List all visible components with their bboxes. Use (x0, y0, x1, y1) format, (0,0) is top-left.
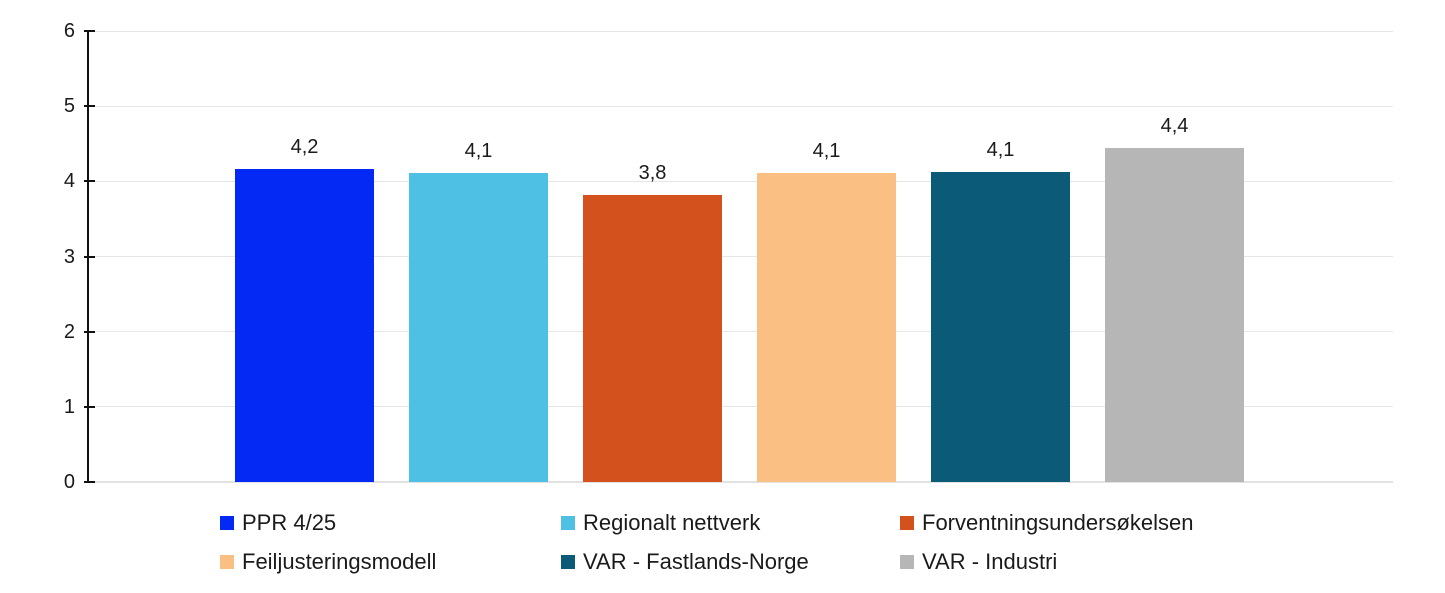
bar-value-label-5: 4,1 (986, 138, 1015, 161)
y-axis-label-5: 5 (63, 95, 75, 118)
legend-swatch-3 (900, 516, 914, 530)
gridline-y-1 (88, 406, 1393, 408)
bar-1 (235, 168, 374, 482)
bar-3 (583, 194, 722, 482)
legend-swatch-2 (561, 516, 575, 530)
legend-item-5: VAR - Fastlands-Norge (561, 549, 809, 575)
bar-value-label-6: 4,4 (1160, 115, 1189, 138)
legend-swatch-6 (900, 555, 914, 569)
legend-label-1: PPR 4/25 (242, 510, 337, 535)
legend-label-6: VAR - Industri (922, 549, 1058, 574)
legend-label-5: VAR - Fastlands-Norge (583, 549, 809, 574)
legend-item-1: PPR 4/25 (220, 510, 336, 536)
legend-label-4: Feiljusteringsmodell (242, 549, 437, 574)
y-axis-tick-5 (84, 105, 95, 108)
bar-6 (1105, 148, 1244, 482)
y-axis-tick-2 (84, 330, 95, 333)
y-axis-tick-6 (84, 30, 95, 32)
gridline-y-5 (88, 105, 1393, 107)
bar-value-label-3: 3,8 (638, 161, 667, 184)
legend-item-2: Regionalt nettverk (561, 510, 760, 536)
legend-swatch-5 (561, 555, 575, 569)
bar-value-label-2: 4,1 (464, 140, 493, 163)
y-axis-tick-0 (84, 481, 95, 483)
y-axis-label-0: 0 (63, 471, 75, 493)
y-axis-label-1: 1 (63, 395, 75, 418)
legend-item-4: Feiljusteringsmodell (220, 549, 436, 575)
gridline-y-2 (88, 331, 1393, 333)
legend-item-3: Forventningsundersøkelsen (900, 510, 1193, 536)
gridline-y-4 (88, 180, 1393, 182)
bar-value-label-1: 4,2 (290, 135, 319, 158)
y-axis-label-2: 2 (63, 320, 75, 343)
bar-4 (757, 173, 896, 482)
legend-label-3: Forventningsundersøkelsen (922, 510, 1194, 535)
gridline-y-3 (88, 256, 1393, 257)
gridline-y-0 (88, 481, 1393, 483)
y-axis-label-6: 6 (63, 20, 75, 42)
bar-2 (409, 173, 548, 482)
gridline-y-6 (88, 30, 1393, 32)
legend-swatch-1 (220, 516, 234, 530)
legend-label-2: Regionalt nettverk (583, 510, 761, 535)
y-axis-tick-4 (84, 180, 95, 183)
legend-item-6: VAR - Industri (900, 549, 1057, 575)
y-axis-tick-3 (84, 255, 95, 258)
y-axis-label-4: 4 (63, 170, 75, 193)
legend-swatch-4 (220, 555, 234, 569)
bar-5 (931, 171, 1070, 482)
y-axis-tick-1 (84, 405, 95, 408)
y-axis-label-3: 3 (63, 245, 75, 268)
bar-value-label-4: 4,1 (812, 140, 841, 163)
